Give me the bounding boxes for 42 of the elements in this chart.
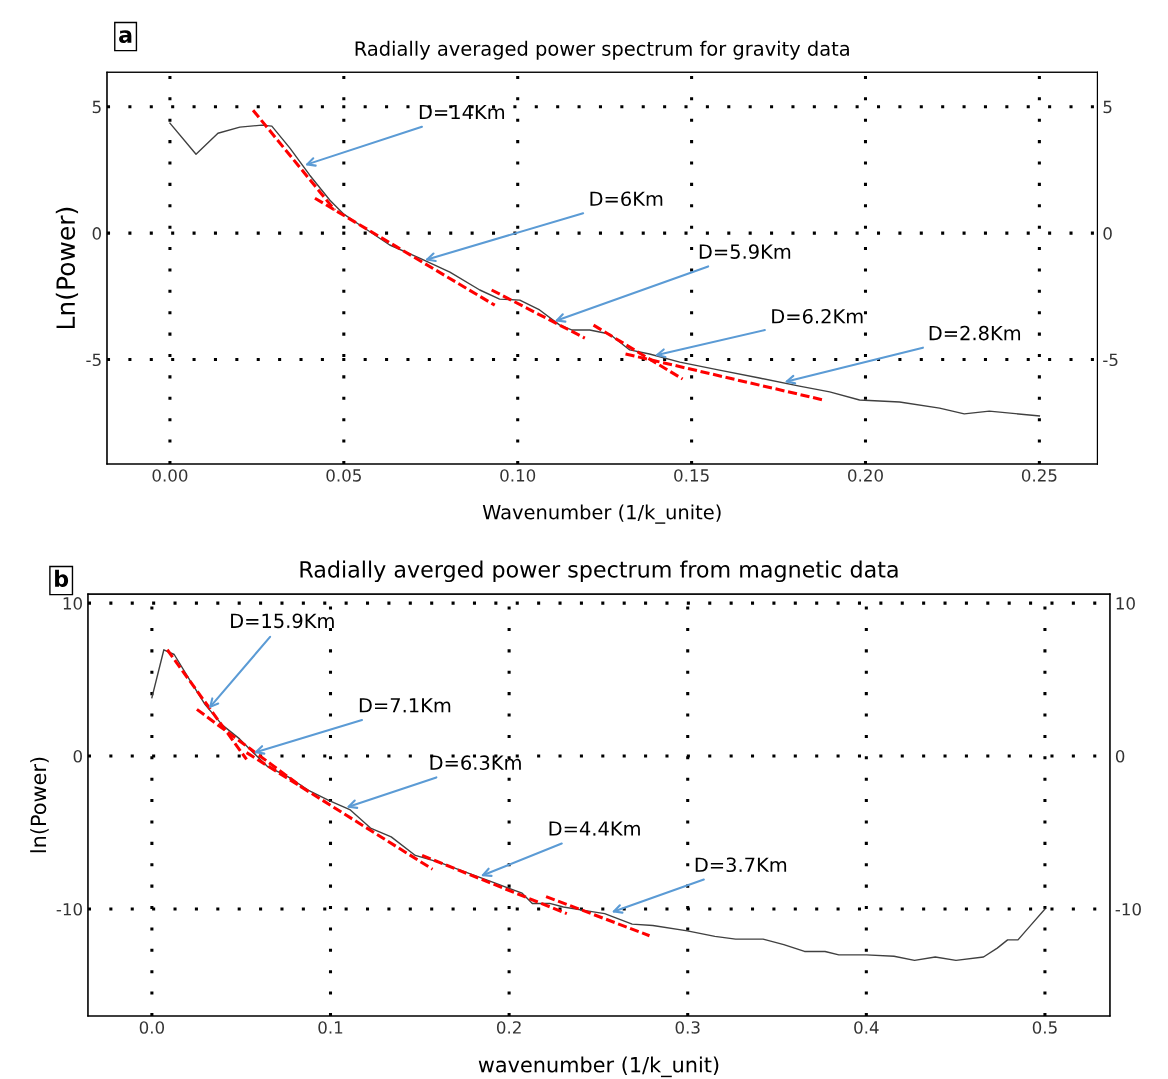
x-tick-label: 0.25 (1021, 469, 1057, 482)
annotation: D=14Km (419, 104, 505, 120)
text: a (119, 30, 132, 43)
x-axis-title: wavenumber (1/k_unit) (478, 1056, 719, 1078)
y-tick-label: -10 (56, 902, 82, 916)
y-tick-label: 10 (63, 597, 82, 610)
annotation: D=5.9Km (699, 244, 791, 259)
y2-tick-label: 0 (1115, 750, 1125, 763)
annotation: D=4.4Km (549, 821, 640, 836)
x-tick-label: 0.5 (1032, 1021, 1057, 1034)
chart-title: Radially averged power spectrum from magnetic data (300, 560, 898, 583)
y-axis-title: ln(Power) (30, 757, 49, 853)
annotation: D=15.9Km (231, 613, 334, 629)
x-tick-label: 0.1 (318, 1021, 343, 1034)
x-tick-label: 0.0 (139, 1021, 165, 1034)
annotation: D=3.7Km (695, 857, 787, 873)
y2-tick-label: 0 (1103, 227, 1112, 240)
x-tick-label: 0.00 (152, 469, 188, 482)
annotation: D=6.2Km (772, 308, 863, 324)
text: b (55, 569, 69, 588)
y2-tick-label: 5 (1103, 100, 1112, 114)
y-tick-label: 0 (92, 227, 102, 240)
x-tick-label: 0.10 (500, 469, 536, 482)
x-tick-label: 0.4 (854, 1021, 879, 1034)
x-tick-label: 0.2 (496, 1021, 521, 1034)
y2-tick-label: -5 (1103, 353, 1118, 367)
y-tick-label: 5 (92, 100, 101, 114)
annotation: D=6Km (590, 191, 663, 207)
y2-tick-label: 10 (1116, 597, 1135, 610)
y-tick-label: 0 (73, 750, 82, 763)
x-tick-label: 0.05 (326, 469, 361, 482)
x-tick-label: 0.20 (848, 469, 883, 482)
y-tick-label: -5 (86, 353, 101, 367)
x-tick-label: 0.3 (675, 1021, 700, 1034)
annotation: D=2.8Km (929, 325, 1021, 341)
annotation: D=6.3Km (430, 755, 521, 770)
y-axis-title: Ln(Power) (55, 207, 79, 329)
x-tick-label: 0.15 (674, 469, 709, 482)
x-axis-title: Wavenumber (1/k_unite) (482, 504, 721, 524)
chart-title: Radially averaged power spectrum for gravity data (355, 40, 849, 60)
y2-tick-label: -10 (1115, 902, 1141, 916)
annotation: D=7.1Km (359, 698, 451, 713)
